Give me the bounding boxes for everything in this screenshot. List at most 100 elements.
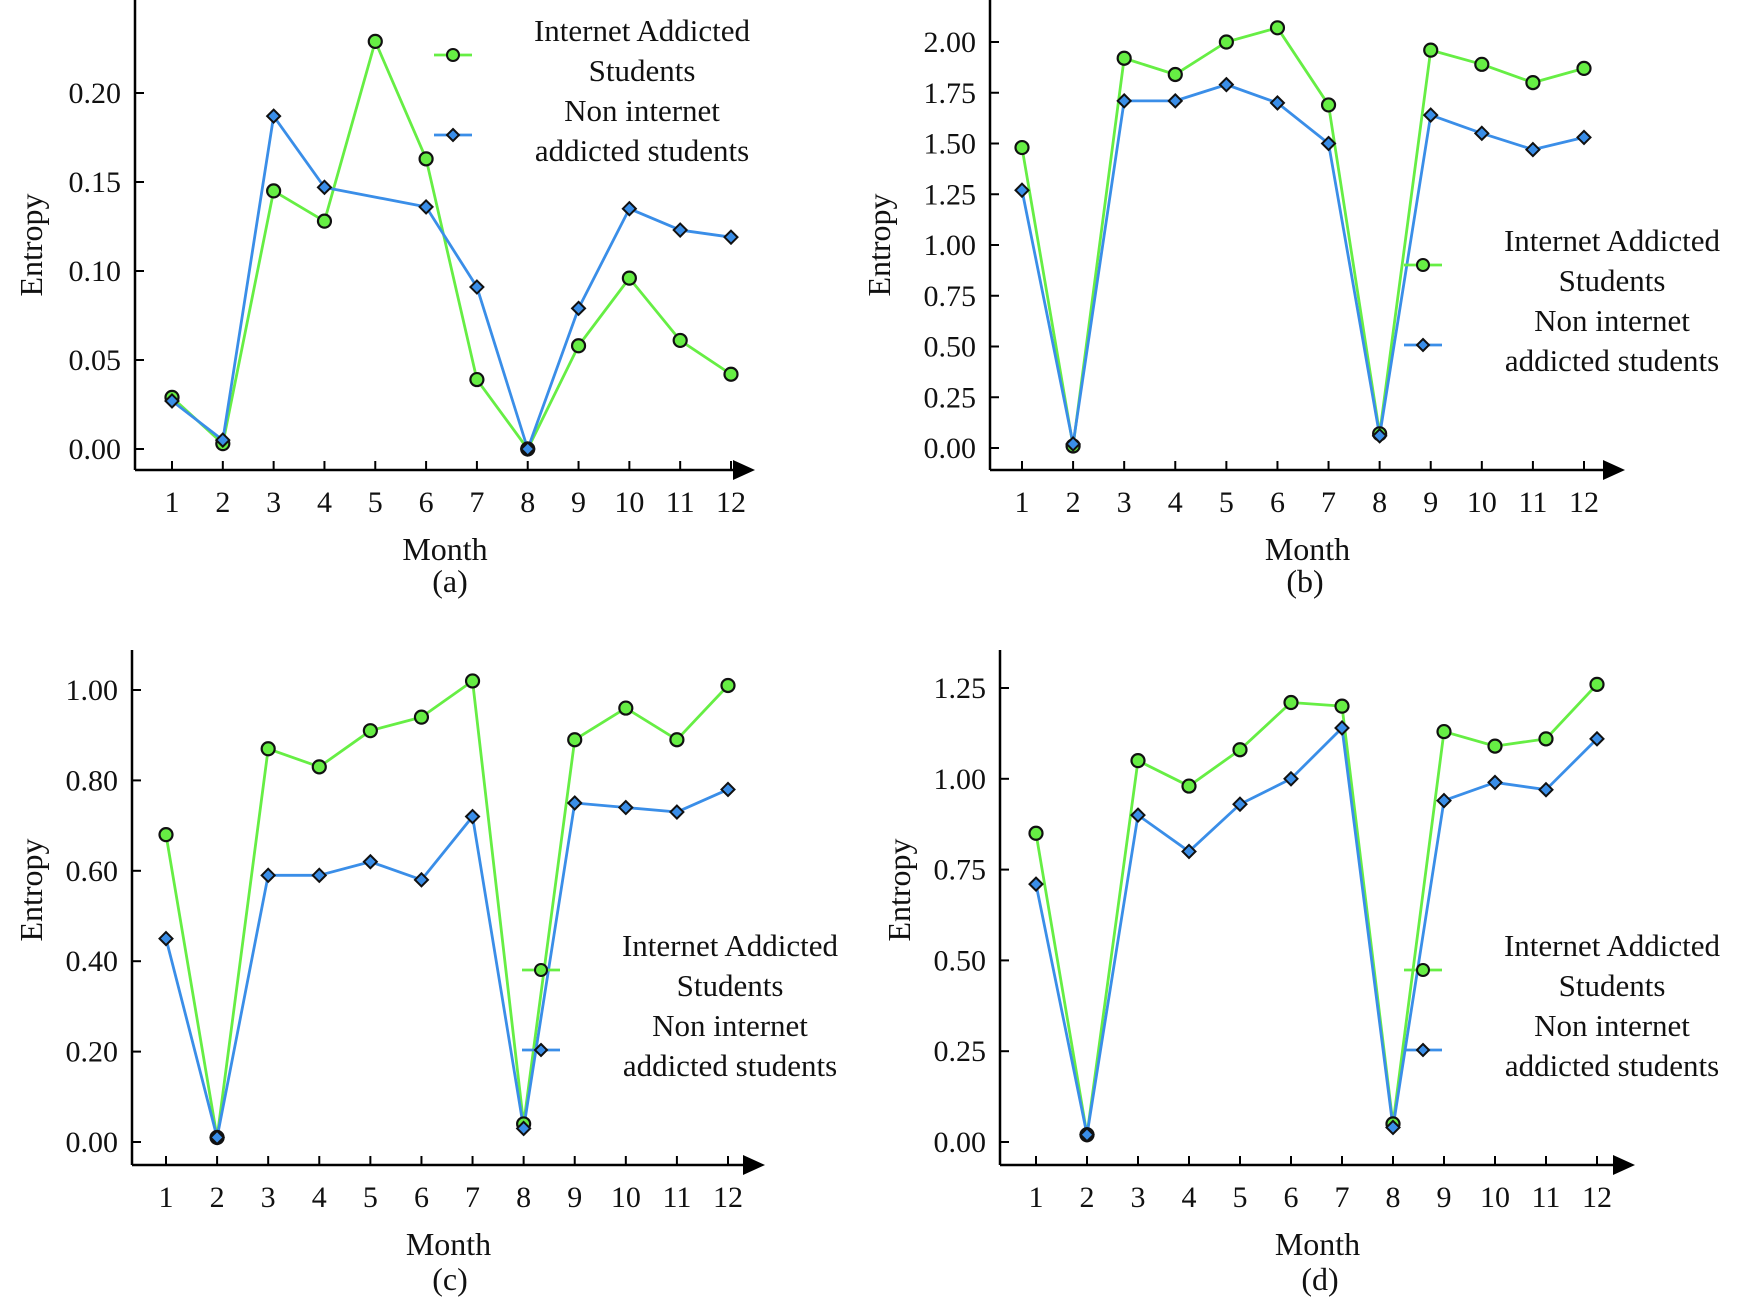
data-point-internet-addicted — [1436, 723, 1452, 740]
y-tick-label: 0.05 — [69, 344, 122, 377]
legend-label: Students — [677, 968, 784, 1003]
x-tick-label: 5 — [368, 486, 383, 519]
data-point-internet-addicted — [567, 732, 583, 748]
circle-marker-icon — [1416, 963, 1430, 977]
data-point-non-addicted — [1487, 774, 1503, 791]
data-point-internet-addicted — [669, 732, 685, 748]
data-point-non-addicted — [1181, 843, 1197, 860]
data-point-non-addicted — [413, 871, 430, 888]
x-tick-label: 1 — [1029, 1181, 1044, 1214]
legend-label: Students — [589, 53, 696, 88]
data-point-internet-addicted — [1130, 753, 1146, 769]
x-tick-label: 8 — [516, 1181, 531, 1214]
data-point-non-addicted — [570, 300, 587, 317]
legend-label: addicted students — [1505, 1048, 1719, 1083]
legend: Internet Addicted Students Non internet add… — [1404, 928, 1721, 1083]
data-point-non-addicted — [1079, 1126, 1095, 1143]
y-tick-label: 1.00 — [66, 674, 119, 707]
data-point-internet-addicted — [723, 366, 739, 382]
chart-panel-c: 0.000.200.400.600.801.001 2 3 4 5 6 7 8 9 10 11 12M… — [13, 650, 839, 1297]
series-line-internet-addicted — [171, 39, 732, 451]
x-tick-label: 9 — [571, 486, 586, 519]
data-point-non-addicted — [621, 200, 638, 217]
legend-label: addicted students — [623, 1048, 837, 1083]
x-tick-label: 10 — [611, 1181, 641, 1214]
data-point-internet-addicted — [672, 332, 688, 349]
x-tick-label: 2 — [1066, 486, 1081, 519]
data-point-non-addicted — [1028, 876, 1044, 893]
legend-label: Non internet — [564, 93, 720, 128]
x-tick-label: 2 — [1080, 1181, 1095, 1214]
y-tick-label: 0.25 — [934, 1035, 987, 1068]
data-point-non-addicted — [720, 781, 736, 798]
x-tick-label: 4 — [312, 1181, 327, 1214]
x-tick-label: 6 — [414, 1181, 429, 1214]
data-point-non-addicted — [515, 1120, 532, 1137]
x-axis-arrow-icon — [1603, 460, 1625, 480]
x-axis-arrow-icon — [733, 460, 755, 480]
y-tick-label: 0.00 — [924, 432, 977, 465]
data-point-internet-addicted — [618, 700, 634, 716]
data-point-internet-addicted — [1232, 742, 1248, 758]
data-point-internet-addicted — [1538, 731, 1554, 747]
y-tick-label: 0.50 — [934, 944, 987, 977]
x-tick-label: 6 — [419, 486, 434, 519]
data-point-non-addicted — [1436, 792, 1452, 809]
y-axis-title: Entropy — [861, 193, 897, 296]
data-point-non-addicted — [1589, 730, 1605, 747]
y-tick-label: 1.00 — [924, 229, 977, 262]
data-point-non-addicted — [1167, 92, 1184, 109]
circle-marker-icon — [534, 963, 548, 977]
x-tick-label: 2 — [215, 486, 230, 519]
data-point-non-addicted — [1065, 436, 1082, 452]
panel-caption: (b) — [1286, 563, 1323, 599]
x-tick-label: 7 — [469, 486, 484, 519]
x-tick-label: 5 — [1219, 486, 1234, 519]
data-point-non-addicted — [1232, 796, 1248, 813]
data-point-internet-addicted — [469, 371, 485, 388]
y-tick-label: 1.00 — [934, 763, 987, 796]
data-point-internet-addicted — [362, 723, 378, 739]
x-tick-label: 3 — [1131, 1181, 1146, 1214]
data-point-internet-addicted — [316, 213, 333, 229]
data-point-non-addicted — [672, 222, 689, 238]
x-tick-label: 11 — [1518, 486, 1547, 519]
x-tick-label: 11 — [662, 1181, 691, 1214]
series-line-internet-addicted — [164, 679, 730, 1139]
legend: Internet Addicted Students Non internet add… — [522, 928, 839, 1083]
x-tick-label: 8 — [1386, 1181, 1401, 1214]
y-tick-label: 0.80 — [66, 764, 119, 797]
x-axis-title: Month — [1275, 1226, 1360, 1262]
y-axis-title: Entropy — [13, 838, 49, 941]
x-tick-label: 12 — [713, 1181, 743, 1214]
y-tick-label: 1.25 — [924, 178, 977, 211]
y-tick-label: 0.10 — [69, 255, 122, 288]
data-point-non-addicted — [723, 229, 739, 246]
y-tick-label: 0.25 — [924, 381, 977, 414]
chart-panel-a: 0.000.050.100.150.201 2 3 4 5 6 7 8 9 10 11 12Month… — [13, 0, 755, 599]
legend-label: addicted students — [1505, 343, 1719, 378]
circle-marker-icon — [446, 48, 460, 62]
data-point-internet-addicted — [1167, 66, 1183, 83]
data-point-internet-addicted — [418, 151, 434, 167]
data-point-internet-addicted — [720, 677, 736, 694]
y-axis-title: Entropy — [13, 193, 49, 296]
legend-label: addicted students — [535, 133, 749, 168]
data-point-non-addicted — [1524, 141, 1541, 158]
y-tick-label: 0.50 — [924, 331, 977, 364]
series-line-non-addicted — [1020, 83, 1585, 446]
data-point-non-addicted — [1130, 807, 1146, 824]
data-point-non-addicted — [464, 808, 481, 825]
legend-label: Non internet — [1534, 303, 1690, 338]
x-tick-label: 9 — [1437, 1181, 1452, 1214]
circle-marker-icon — [1416, 258, 1430, 272]
x-tick-label: 3 — [1117, 486, 1132, 519]
x-tick-label: 7 — [1321, 486, 1336, 519]
diamond-marker-icon — [1415, 337, 1431, 353]
y-tick-label: 2.00 — [924, 26, 977, 59]
data-point-internet-addicted — [1487, 738, 1503, 754]
x-tick-label: 4 — [1168, 486, 1183, 519]
x-tick-label: 8 — [1372, 486, 1387, 519]
x-axis-arrow-icon — [1613, 1155, 1635, 1175]
